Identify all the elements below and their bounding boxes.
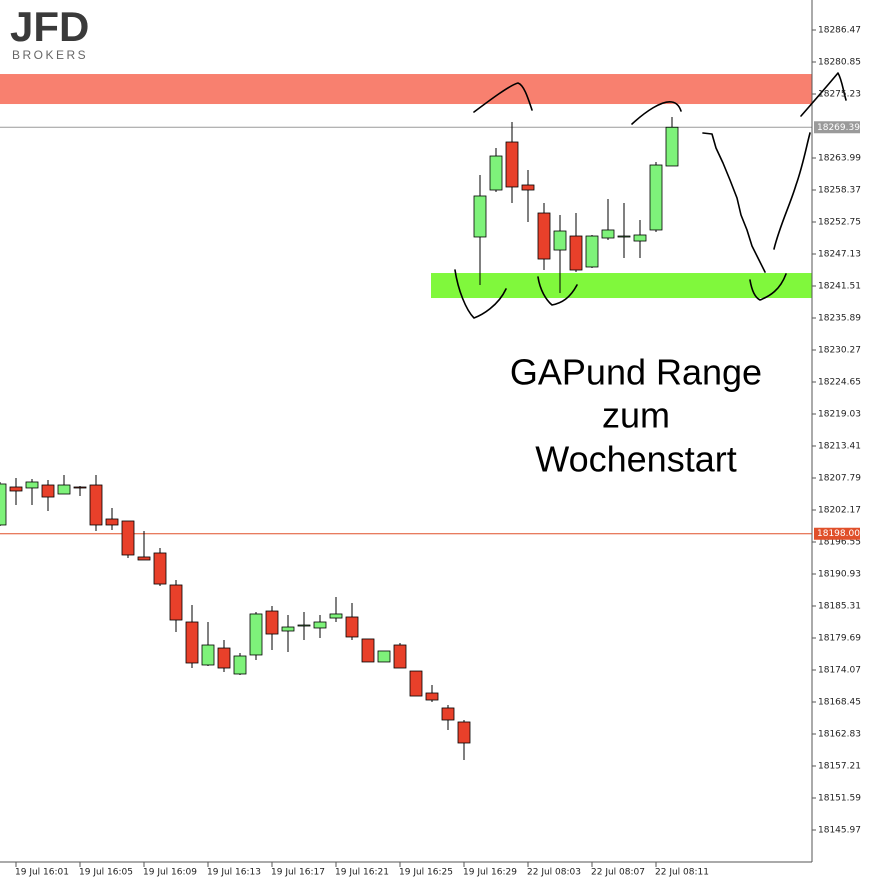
x-tick-label: 19 Jul 16:05 (79, 868, 133, 878)
candle-body (41, 484, 55, 498)
y-tick-label: 18286.47 (818, 26, 861, 36)
candle-body (153, 552, 167, 585)
y-tick-label: 18207.79 (818, 474, 861, 484)
y-tick-label: 18263.99 (818, 154, 861, 164)
x-tick-label: 22 Jul 08:07 (591, 868, 645, 878)
candle-body (217, 647, 231, 669)
candle-body (89, 484, 103, 526)
candle-body (649, 164, 663, 231)
candle-body (521, 184, 535, 191)
candle-body (9, 486, 23, 492)
x-tick-label: 19 Jul 16:01 (15, 868, 69, 878)
annotation: Wochenstart (535, 439, 736, 480)
y-tick-label: 18230.27 (818, 346, 861, 356)
candle-body (57, 484, 71, 495)
price-label: 18269.39 (817, 123, 860, 133)
y-tick-label: 18252.75 (818, 218, 861, 228)
candle-body (185, 621, 199, 664)
y-tick-label: 18258.37 (818, 186, 861, 196)
y-tick-label: 18247.13 (818, 250, 861, 260)
zone (0, 74, 812, 105)
x-tick-label: 19 Jul 16:21 (335, 868, 389, 878)
y-tick-label: 18241.51 (818, 282, 861, 292)
candle-body (633, 234, 647, 242)
candle-body (73, 486, 87, 489)
candle-body (665, 126, 679, 167)
candle-body (473, 195, 487, 238)
candle-body (377, 650, 391, 663)
logo-sub: BROKERS (12, 48, 88, 62)
x-tick-label: 19 Jul 16:09 (143, 868, 197, 878)
candle-body (489, 155, 503, 191)
drawing (454, 72, 847, 319)
candle-body (537, 212, 551, 260)
candle-body (265, 610, 279, 635)
y-tick-label: 18280.85 (818, 58, 861, 68)
y-tick-label: 18190.93 (818, 570, 861, 580)
candle-body (505, 141, 519, 188)
y-tick-label: 18145.97 (818, 826, 861, 836)
candle-body (601, 229, 615, 239)
candle-body (249, 613, 263, 656)
candle-body (409, 670, 423, 697)
candle-body (137, 556, 151, 561)
candle-body (105, 518, 119, 526)
y-tick-label: 18202.17 (818, 506, 861, 516)
x-tick-label: 22 Jul 08:11 (655, 868, 709, 878)
price-label-box (814, 527, 860, 540)
candle-body (393, 644, 407, 669)
y-tick-label: 18224.65 (818, 378, 861, 388)
candle-body (281, 626, 295, 632)
candle-body (361, 638, 375, 663)
candle-body (441, 707, 455, 721)
candle-body (553, 230, 567, 251)
candle-body (585, 235, 599, 268)
candle-body (201, 644, 215, 666)
y-tick-label: 18219.03 (818, 410, 861, 420)
candle-body (25, 481, 39, 489)
candle-body (329, 613, 343, 619)
x-tick-label: 19 Jul 16:13 (207, 868, 261, 878)
candle-body (425, 692, 439, 701)
candle-body (617, 235, 631, 238)
x-tick-label: 19 Jul 16:17 (271, 868, 325, 878)
y-tick-label: 18196.55 (818, 538, 861, 548)
y-tick-label: 18168.45 (818, 698, 861, 708)
y-tick-label: 18157.21 (818, 762, 861, 772)
candle-body (169, 584, 183, 621)
logo: JFD (10, 3, 89, 50)
candle-body (121, 520, 135, 556)
price-label-box (814, 121, 860, 134)
annotation: GAPund Range (510, 352, 762, 393)
y-tick-label: 18213.41 (818, 442, 861, 452)
candle-body (569, 235, 583, 271)
candle-body (233, 655, 247, 675)
y-tick-label: 18185.31 (818, 602, 861, 612)
price-label: 18198.00 (817, 529, 860, 539)
annotation: zum (602, 395, 670, 436)
x-tick-label: 22 Jul 08:03 (527, 868, 581, 878)
y-tick-label: 18275.23 (818, 90, 861, 100)
candle-body (313, 621, 327, 629)
y-tick-label: 18151.59 (818, 794, 861, 804)
candle-body (0, 483, 7, 526)
y-tick-label: 18235.89 (818, 314, 861, 324)
y-tick-label: 18162.83 (818, 730, 861, 740)
zone (431, 273, 812, 299)
candle-body (457, 721, 471, 744)
x-tick-label: 19 Jul 16:29 (463, 868, 517, 878)
candle-body (297, 624, 311, 627)
x-tick-label: 19 Jul 16:25 (399, 868, 453, 878)
y-tick-label: 18174.07 (818, 666, 861, 676)
candle-body (345, 616, 359, 638)
y-tick-label: 18179.69 (818, 634, 861, 644)
